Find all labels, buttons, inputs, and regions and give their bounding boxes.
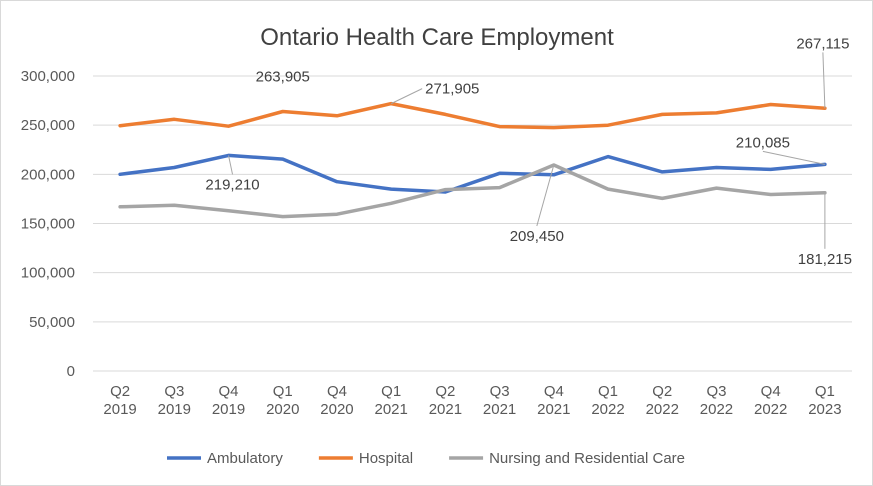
series-line-ambulatory — [118, 153, 827, 194]
y-tick-label: 100,000 — [21, 265, 75, 282]
data-label: 263,905 — [256, 68, 310, 85]
series-line-nursing-and-residential-care — [118, 163, 827, 219]
x-tick-label: Q1 2020 — [266, 383, 299, 418]
annotation-leader — [822, 52, 826, 109]
y-axis-tick-labels: 0 50,000 100,000 150,000 200,000 250,000 300,0… — [21, 68, 75, 380]
annotation-leader — [536, 164, 555, 227]
annotation-leader — [228, 155, 234, 175]
data-label: 219,210 — [205, 176, 259, 193]
y-tick-label: 0 — [67, 363, 75, 380]
legend-label: Nursing and Residential Care — [489, 450, 685, 467]
legend: Ambulatory Hospital Nursing and Residentia… — [167, 450, 685, 467]
x-tick-label: Q1 2021 — [374, 383, 407, 418]
y-tick-label: 300,000 — [21, 68, 75, 85]
data-label: 210,085 — [736, 134, 790, 151]
y-tick-label: 50,000 — [29, 314, 75, 331]
annotation-leader — [762, 150, 825, 165]
y-tick-label: 250,000 — [21, 117, 75, 134]
legend-label: Hospital — [359, 450, 413, 467]
legend-label: Ambulatory — [207, 450, 283, 467]
x-tick-label: Q2 2021 — [429, 383, 462, 418]
x-tick-label: Q1 2023 — [808, 383, 841, 418]
x-tick-label: Q4 2019 — [212, 383, 245, 418]
series-line-hospital — [118, 101, 827, 130]
series-lines — [118, 101, 827, 219]
x-tick-label: Q4 2022 — [754, 383, 787, 418]
data-label: 271,905 — [425, 81, 479, 98]
annotation-leader — [390, 88, 423, 105]
x-tick-label: Q4 2020 — [320, 383, 353, 418]
x-tick-label: Q2 2019 — [103, 383, 136, 418]
data-label: 209,450 — [510, 228, 564, 245]
x-tick-label: Q4 2021 — [537, 383, 570, 418]
x-tick-label: Q3 2022 — [700, 383, 733, 418]
data-labels: 263,905 271,905 267,115 219,210 210,085 209,4… — [205, 35, 852, 267]
annotation-leaders — [228, 52, 826, 249]
data-label: 267,115 — [796, 35, 849, 52]
chart-title: Ontario Health Care Employment — [260, 24, 614, 51]
x-tick-label: Q2 2022 — [646, 383, 679, 418]
x-tick-label: Q3 2019 — [158, 383, 191, 418]
data-label: 181,215 — [798, 251, 852, 268]
y-tick-label: 150,000 — [21, 216, 75, 233]
y-tick-label: 200,000 — [21, 166, 75, 183]
x-axis-tick-labels: Q2 2019 Q3 2019 Q4 2019 Q1 2020 Q4 2020 Q1 2021 Q2 20… — [103, 383, 841, 418]
x-tick-label: Q1 2022 — [591, 383, 624, 418]
x-tick-label: Q3 2021 — [483, 383, 516, 418]
